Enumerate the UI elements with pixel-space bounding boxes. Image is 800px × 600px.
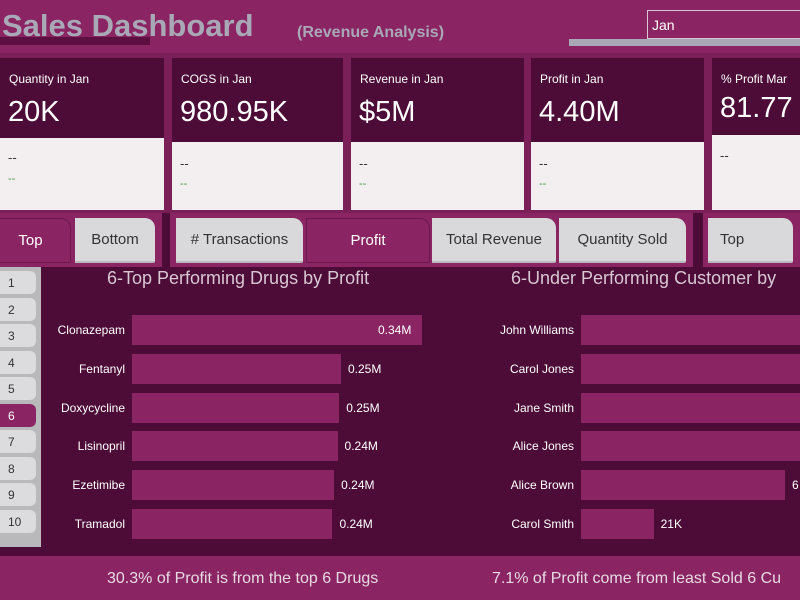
kpi-row: Quantity in Jan 20K -- -- COGS in Jan 980.9…: [0, 53, 800, 213]
kpi-delta: --: [720, 148, 729, 163]
page-title: Sales Dashboard: [2, 8, 254, 43]
metric-profit-button[interactable]: Profit: [306, 218, 430, 263]
kpi-delta: --: [359, 156, 368, 171]
top-bottom-toggle: Top Bottom: [0, 213, 162, 267]
metric-transactions-button[interactable]: # Transactions: [176, 218, 303, 263]
filter-underline: [569, 39, 800, 46]
bar-category-label: Alice Jones: [512, 439, 574, 454]
bar[interactable]: [132, 315, 422, 345]
chart-title-under-customers: 6-Under Performing Customer by: [511, 268, 777, 288]
bar-category-label: Doxycycline: [60, 400, 125, 415]
kpi-delta-pct: --: [180, 178, 188, 190]
bar[interactable]: [132, 509, 333, 539]
n-slicer: 1 2 3 4 5 6 7 8 9 10: [0, 267, 41, 547]
n-slicer-item[interactable]: 5: [0, 377, 36, 400]
kpi-value: 4.40M: [539, 96, 620, 128]
footer-insight-drugs: 30.3% of Profit is from the top 6 Drugs: [107, 570, 379, 587]
chart-title-top-drugs: 6-Top Performing Drugs by Profit: [107, 268, 370, 288]
bar-value-label: 0.24M: [341, 478, 375, 493]
bar-value-label: 0.25M: [347, 361, 382, 376]
n-slicer-item[interactable]: 1: [0, 271, 36, 294]
kpi-value: 980.95K: [180, 96, 289, 128]
kpi-delta-pct: --: [8, 173, 16, 185]
bottom-button[interactable]: Bottom: [75, 218, 155, 263]
bar-value-label: 0.34M: [378, 323, 412, 337]
kpi-card-profit: Profit in Jan 4.40M -- --: [531, 58, 704, 210]
metric-quantity-sold-button[interactable]: Quantity Sold: [559, 218, 686, 263]
bar[interactable]: [581, 392, 800, 423]
bar-value-label: 0.25M: [346, 400, 380, 415]
kpi-label: % Profit Mar: [721, 72, 788, 86]
kpi-label: COGS in Jan: [181, 72, 252, 86]
kpi-card-profit-margin: % Profit Mar 81.77 --: [712, 58, 800, 210]
bar[interactable]: [581, 353, 800, 384]
bar-category-label: Carol Jones: [509, 361, 574, 376]
bar[interactable]: [581, 315, 800, 345]
footer: 30.3% of Profit is from the top 6 Drugs …: [0, 556, 800, 600]
bar-value-label: 21K: [660, 517, 682, 531]
bar-category-label: John Williams: [499, 323, 574, 337]
top-button[interactable]: Top: [0, 218, 71, 263]
kpi-delta-pct: --: [359, 178, 367, 190]
bar-value-label: 0.24M: [344, 439, 378, 454]
bar-category-label: Alice Brown: [510, 478, 574, 493]
bar[interactable]: [132, 470, 335, 501]
n-slicer-item[interactable]: 4: [0, 350, 36, 374]
kpi-card-revenue: Revenue in Jan $5M -- --: [351, 58, 524, 210]
n-slicer-item[interactable]: 6: [0, 403, 36, 427]
page-subtitle: (Revenue Analysis): [297, 24, 445, 41]
bar[interactable]: [581, 509, 654, 539]
n-slicer-item[interactable]: 8: [0, 456, 36, 480]
right-top-bottom-toggle: Top: [703, 213, 800, 267]
bar-category-label: Jane Smith: [513, 400, 574, 415]
metric-selector: # Transactions Profit Total Revenue Quan…: [170, 213, 693, 267]
metric-total-revenue-button[interactable]: Total Revenue: [432, 218, 556, 263]
bar-category-label: Lisinopril: [77, 439, 125, 454]
n-slicer-item[interactable]: 3: [0, 324, 36, 347]
kpi-value: 81.77: [720, 92, 793, 124]
bar-category-label: Ezetimibe: [72, 478, 125, 493]
bar-value-label: 0.24M: [339, 517, 373, 531]
bar[interactable]: [132, 353, 341, 384]
kpi-card-cogs: COGS in Jan 980.95K -- --: [172, 58, 343, 210]
n-slicer-item[interactable]: 2: [0, 297, 36, 321]
kpi-label: Revenue in Jan: [360, 72, 444, 86]
bar-value-label: 6: [792, 478, 799, 493]
bar-category-label: Fentanyl: [78, 361, 125, 376]
bar[interactable]: [132, 431, 338, 462]
bar-category-label: Tramadol: [74, 517, 125, 531]
month-filter-dropdown[interactable]: Jan: [647, 10, 800, 39]
bar[interactable]: [132, 392, 340, 423]
bar[interactable]: [581, 470, 785, 501]
kpi-label: Profit in Jan: [540, 72, 604, 86]
kpi-card-quantity: Quantity in Jan 20K -- --: [0, 58, 164, 210]
n-slicer-item[interactable]: 10: [0, 509, 36, 533]
n-slicer-item[interactable]: 7: [0, 430, 36, 453]
kpi-delta-pct: --: [539, 178, 547, 190]
title-underline: [0, 37, 150, 45]
bar[interactable]: [581, 431, 800, 462]
kpi-label: Quantity in Jan: [9, 72, 90, 86]
kpi-delta: --: [180, 156, 189, 171]
kpi-delta: --: [8, 150, 17, 165]
kpi-value: 20K: [8, 96, 60, 128]
footer-insight-customers: 7.1% of Profit come from least Sold 6 Cu: [492, 570, 782, 587]
bar-category-label: Carol Smith: [511, 517, 574, 531]
right-top-button[interactable]: Top: [708, 218, 793, 263]
bar-category-label: Clonazepam: [57, 323, 125, 337]
n-slicer-item[interactable]: 9: [0, 483, 36, 506]
kpi-delta: --: [539, 156, 548, 171]
kpi-value: $5M: [359, 96, 416, 128]
